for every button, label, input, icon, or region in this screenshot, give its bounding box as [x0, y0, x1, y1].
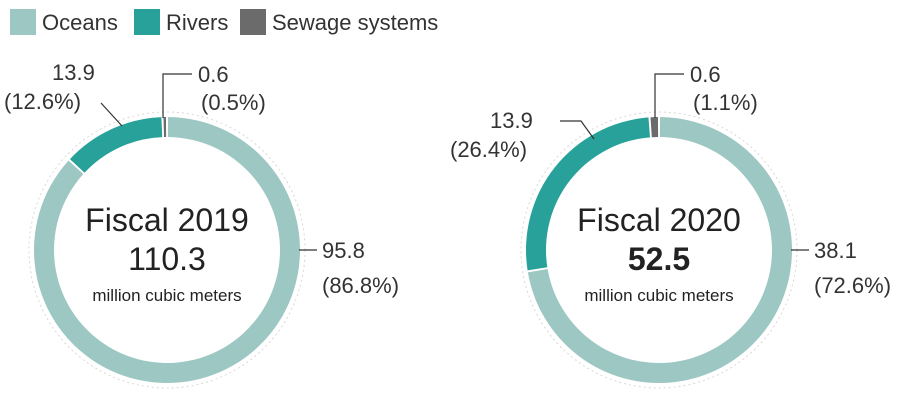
slice-2019-oceans-value: 95.8	[322, 238, 365, 263]
donut-2020-slices	[526, 117, 792, 384]
slice-2020-rivers	[526, 117, 651, 271]
slice-2020-sewage-systems-value: 0.6	[690, 62, 721, 87]
slice-2019-sewage-systems-percent: (0.5%)	[201, 90, 266, 115]
legend-item-rivers: Rivers	[134, 9, 228, 35]
donut-2019-unit: million cubic meters	[92, 286, 241, 305]
legend-item-oceans: Oceans	[10, 9, 118, 35]
slice-2020-rivers-value: 13.9	[490, 108, 533, 133]
donut-fiscal-2020: Fiscal 2020 52.5 million cubic meters 38…	[450, 62, 891, 389]
slice-2020-sewage-systems	[650, 117, 659, 138]
slice-2020-oceans-percent: (72.6%)	[814, 273, 891, 298]
slice-2019-oceans-percent: (86.8%)	[322, 273, 399, 298]
leader-2019-sewage-systems	[162, 73, 192, 118]
donut-2019-slices	[33, 117, 300, 384]
donut-2020-title: Fiscal 2020	[577, 202, 741, 238]
donut-2020-unit: million cubic meters	[584, 286, 733, 305]
slice-2019-rivers	[69, 117, 163, 173]
legend: Oceans Rivers Sewage systems	[10, 9, 438, 35]
leader-2020-sewage-systems	[654, 73, 684, 118]
legend-item-sewage-systems: Sewage systems	[240, 9, 438, 35]
legend-swatch-rivers	[134, 9, 160, 35]
donut-fiscal-2019: Fiscal 2019 110.3 million cubic meters 9…	[4, 60, 399, 389]
slice-2020-sewage-systems-percent: (1.1%)	[693, 90, 758, 115]
legend-swatch-sewage-systems	[240, 9, 266, 35]
slice-2019-rivers-value: 13.9	[52, 60, 95, 85]
leader-2020-rivers	[560, 120, 595, 140]
donut-2019-title: Fiscal 2019	[85, 202, 249, 238]
legend-label-rivers: Rivers	[166, 10, 228, 35]
legend-label-oceans: Oceans	[42, 10, 118, 35]
donut-2020-total: 52.5	[628, 241, 690, 277]
legend-label-sewage-systems: Sewage systems	[272, 10, 438, 35]
donut-2019-total: 110.3	[128, 241, 206, 277]
slice-2019-rivers-percent: (12.6%)	[4, 89, 81, 114]
slice-2019-sewage-systems	[163, 117, 167, 138]
leader-2019-rivers	[100, 102, 123, 127]
slice-2020-oceans-value: 38.1	[814, 238, 857, 263]
slice-2019-sewage-systems-value: 0.6	[198, 62, 229, 87]
slice-2020-rivers-percent: (26.4%)	[450, 137, 527, 162]
legend-swatch-oceans	[10, 9, 36, 35]
